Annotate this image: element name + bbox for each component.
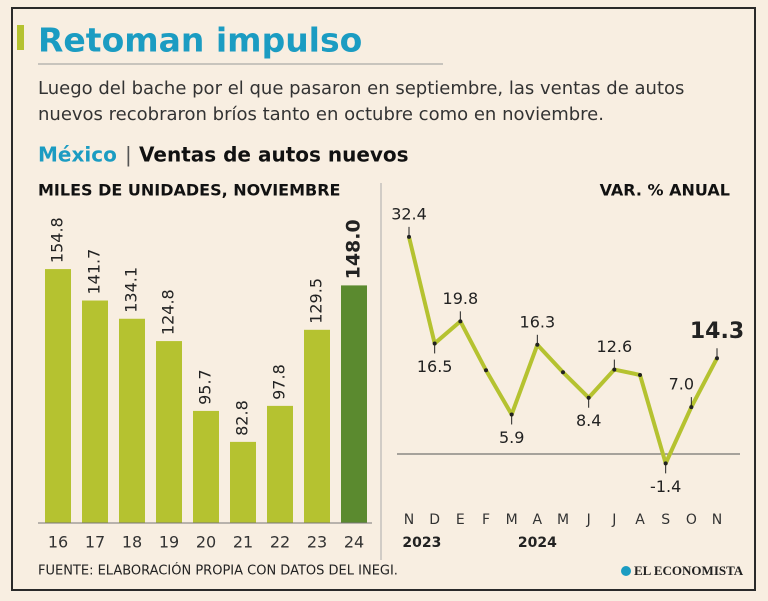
- value-label: 32.4: [391, 204, 427, 223]
- value-label: 16.3: [520, 312, 556, 331]
- value-label: 5.9: [499, 428, 524, 447]
- source: FUENTE: ELABORACIÓN PROPIA CON DATOS DEL…: [38, 563, 398, 579]
- value-label: 154.8: [48, 217, 67, 263]
- axis-label: VAR. % ANUAL: [600, 181, 730, 200]
- chart-name: Ventas de autos nuevos: [139, 143, 409, 167]
- bar: [119, 318, 145, 523]
- x-tick-label: O: [686, 512, 697, 528]
- brand: EL ECONOMISTA: [634, 563, 744, 578]
- bar: [193, 410, 219, 523]
- subtitle: Luego del bache por el que pasaron en se…: [38, 78, 684, 99]
- x-tick-label: A: [635, 512, 645, 528]
- value-label: 8.4: [576, 411, 601, 430]
- bar: [341, 285, 367, 523]
- point: [484, 368, 488, 373]
- value-label: 16.5: [417, 357, 453, 376]
- year-label: 2024: [518, 535, 557, 551]
- x-tick-label: 16: [48, 533, 68, 552]
- x-tick-label: 23: [307, 533, 327, 552]
- value-label: 95.7: [196, 369, 215, 405]
- value-label: 12.6: [597, 337, 633, 356]
- value-label: 124.8: [159, 289, 178, 335]
- bar: [82, 300, 108, 523]
- value-label: 129.5: [307, 278, 326, 324]
- x-tick-label: 24: [344, 533, 364, 552]
- x-tick-label: M: [506, 512, 518, 528]
- x-tick-label: F: [482, 512, 490, 528]
- x-tick-label: D: [429, 512, 440, 528]
- title-accent: [17, 25, 24, 50]
- x-tick-label: 17: [85, 533, 105, 552]
- x-tick-label: E: [456, 512, 465, 528]
- x-tick-label: A: [533, 512, 543, 528]
- x-tick-label: N: [404, 512, 414, 528]
- x-tick-label: 22: [270, 533, 290, 552]
- region: México: [38, 143, 117, 167]
- x-tick-label: S: [661, 512, 670, 528]
- separator: |: [125, 143, 132, 167]
- value-label: 141.7: [85, 249, 104, 295]
- value-label: -1.4: [650, 477, 681, 496]
- value-label: 14.3: [690, 319, 744, 344]
- brand-icon: [621, 566, 631, 576]
- value-label: 82.8: [233, 400, 252, 436]
- value-label: 19.8: [443, 289, 479, 308]
- x-tick-label: J: [586, 512, 591, 528]
- bar: [156, 341, 182, 523]
- x-tick-label: N: [712, 512, 722, 528]
- x-tick-label: M: [557, 512, 569, 528]
- x-tick-label: J: [611, 512, 616, 528]
- x-tick-label: 19: [159, 533, 179, 552]
- subtitle: nuevos recobraron bríos tanto en octubre…: [38, 104, 604, 125]
- bar: [304, 329, 330, 523]
- year-label: 2023: [402, 535, 441, 551]
- value-label: 148.0: [343, 219, 365, 279]
- point: [561, 370, 565, 375]
- value-label: 134.1: [122, 267, 141, 313]
- bar: [267, 405, 293, 523]
- bar: [230, 441, 256, 523]
- value-label: 7.0: [669, 375, 694, 394]
- x-tick-label: 21: [233, 533, 253, 552]
- x-tick-label: 20: [196, 533, 216, 552]
- x-tick-label: 18: [122, 533, 142, 552]
- axis-label: MILES DE UNIDADES, NOVIEMBRE: [38, 181, 340, 200]
- value-label: 97.8: [270, 364, 289, 400]
- frame: [11, 7, 756, 591]
- bar: [45, 269, 71, 523]
- point: [638, 372, 642, 377]
- title: Retoman impulso: [38, 21, 362, 60]
